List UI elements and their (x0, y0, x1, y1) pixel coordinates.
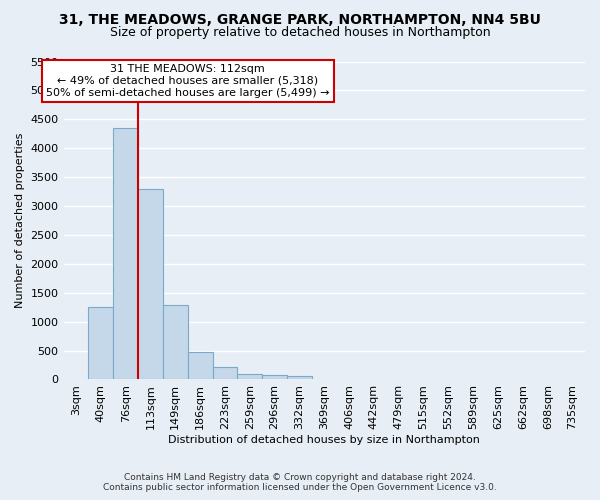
Bar (88, 306, 113, 380)
Bar (138, 188, 163, 380)
Text: 31, THE MEADOWS, GRANGE PARK, NORTHAMPTON, NN4 5BU: 31, THE MEADOWS, GRANGE PARK, NORTHAMPTO… (59, 12, 541, 26)
Bar (262, 376, 287, 380)
Text: Contains HM Land Registry data © Crown copyright and database right 2024.
Contai: Contains HM Land Registry data © Crown c… (103, 473, 497, 492)
Bar (287, 376, 312, 380)
X-axis label: Distribution of detached houses by size in Northampton: Distribution of detached houses by size … (169, 435, 480, 445)
Text: Size of property relative to detached houses in Northampton: Size of property relative to detached ho… (110, 26, 490, 39)
Bar (238, 374, 262, 380)
Bar (212, 366, 238, 380)
Text: 31 THE MEADOWS: 112sqm
← 49% of detached houses are smaller (5,318)
50% of semi-: 31 THE MEADOWS: 112sqm ← 49% of detached… (46, 64, 329, 98)
Bar (163, 306, 188, 380)
Y-axis label: Number of detached properties: Number of detached properties (15, 133, 25, 308)
Bar (113, 128, 138, 380)
Bar (188, 352, 212, 380)
